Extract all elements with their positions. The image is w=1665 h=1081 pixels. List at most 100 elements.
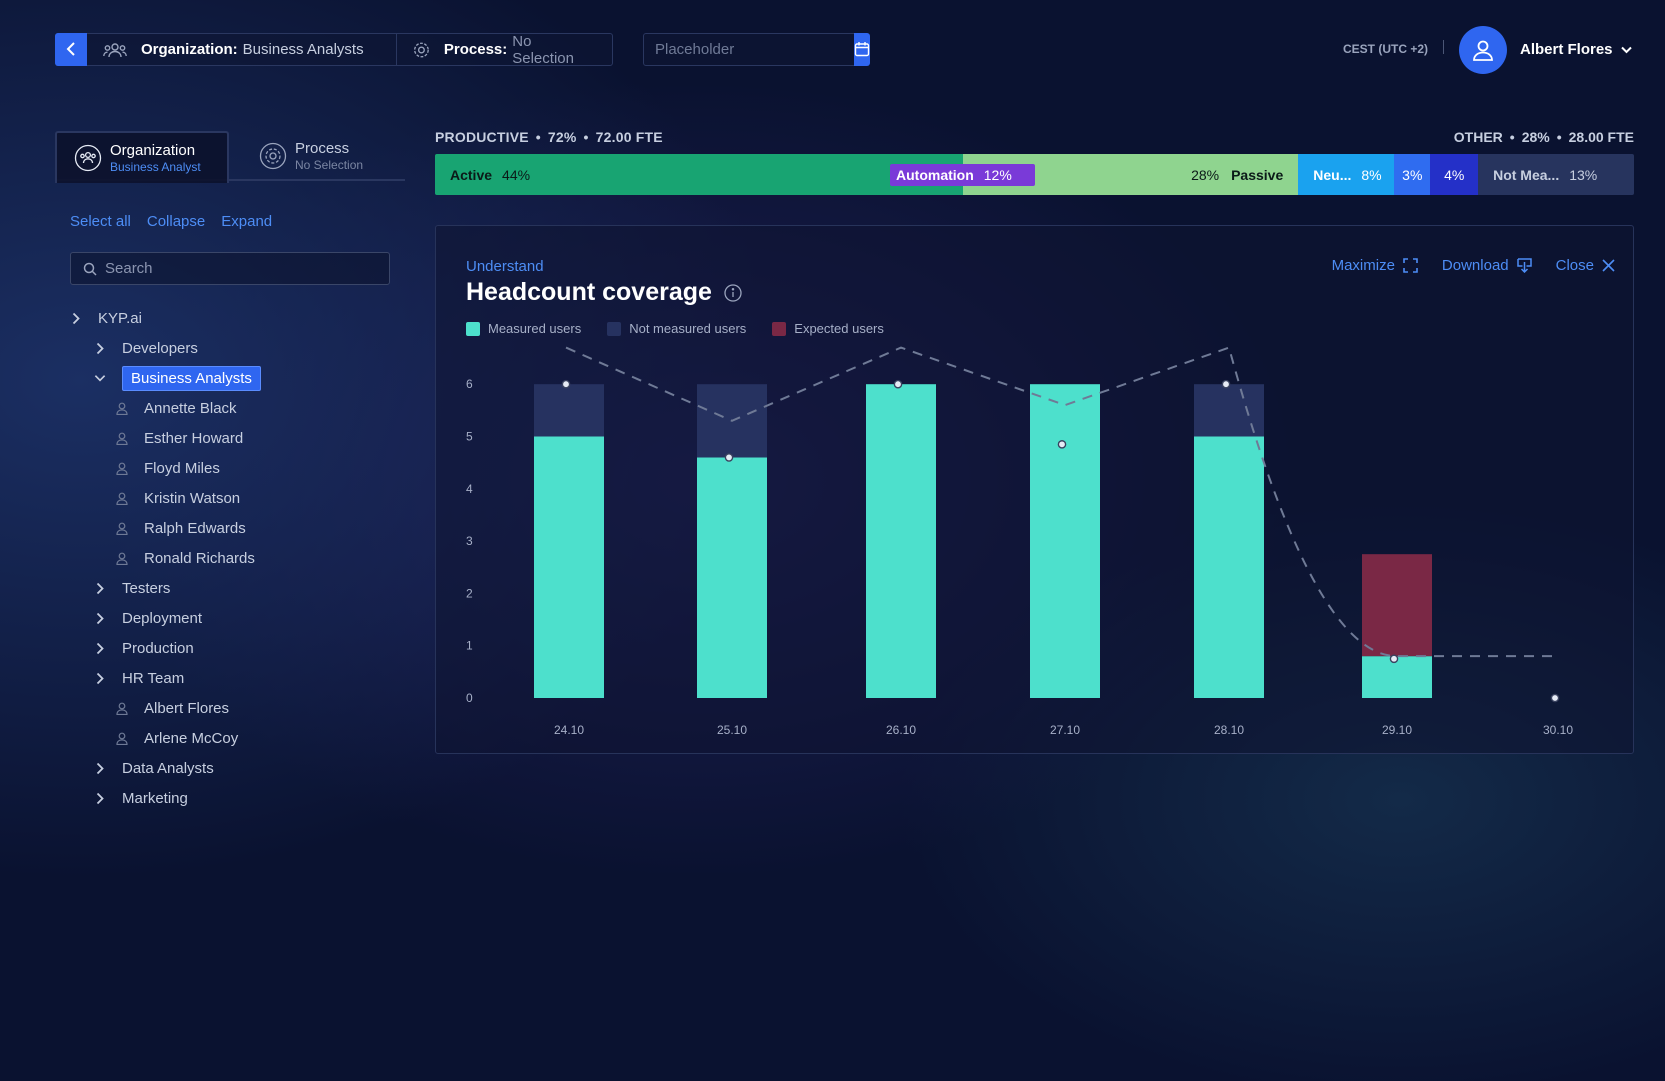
segment-active[interactable]: Active 44% [435, 154, 963, 195]
legend-label: Not measured users [629, 321, 747, 336]
headcount-chart: 0 1 2 3 4 5 6 24.10 25.10 26.10 27.10 28.10 29.10 30.… [466, 346, 1573, 737]
tree-item-label: Albert Flores [144, 699, 230, 717]
expand-toggle[interactable] [94, 612, 106, 625]
tree-item-label: Business Analysts [122, 365, 261, 391]
card-title: Headcount coverage [466, 278, 712, 306]
person-icon [116, 462, 128, 475]
separator-dot: • [535, 129, 541, 145]
tree-user-item[interactable]: Ralph Edwards [116, 514, 246, 542]
tree-item-label: Data Analysts [122, 759, 214, 777]
user-menu[interactable]: Albert Flores [1520, 41, 1632, 58]
tree-group-item[interactable]: Marketing [94, 784, 188, 812]
timezone-label: CEST (UTC +2) [1343, 42, 1429, 56]
tree-group-item[interactable]: Business Analysts [94, 364, 261, 392]
team-icon [103, 42, 127, 57]
download-button[interactable]: Download [1442, 257, 1532, 274]
y-tick-label: 3 [466, 534, 473, 548]
process-crumb[interactable]: Process: No Selection [397, 33, 612, 67]
x-tick-label: 27.10 [1050, 723, 1080, 737]
tree-user-item[interactable]: Arlene McCoy [116, 724, 238, 752]
legend-item[interactable]: Measured users [466, 321, 581, 336]
expand-toggle[interactable] [94, 672, 106, 685]
segment-unnamed-3[interactable]: 3% [1394, 154, 1431, 195]
tree-item-label: Developers [122, 339, 198, 357]
info-icon[interactable] [724, 283, 742, 302]
chevron-right-icon [96, 582, 104, 594]
tree-group-item[interactable]: Developers [94, 334, 198, 362]
automation-chip[interactable]: Automation 12% [890, 164, 1035, 186]
divider [1443, 40, 1444, 54]
legend-label: Expected users [794, 321, 884, 336]
y-tick-label: 5 [466, 430, 473, 444]
tree-item-label: Testers [122, 579, 171, 597]
close-button[interactable]: Close [1556, 257, 1615, 274]
tree-user-item[interactable]: Ronald Richards [116, 544, 255, 572]
card-subtitle: Understand [466, 258, 544, 275]
tree-group-item[interactable]: Testers [94, 574, 170, 602]
expand-toggle[interactable] [94, 374, 106, 382]
data-point-marker [561, 379, 571, 389]
tab-organization[interactable]: Organization Business Analyst [55, 131, 229, 183]
expected-trend-line [565, 346, 1558, 658]
segment-unnamed-4[interactable]: 4% [1430, 154, 1479, 195]
segment-neu[interactable]: Neu... 8% [1298, 154, 1395, 195]
card-actions: Maximize Download Close [1332, 257, 1615, 274]
expand-toggle[interactable] [94, 762, 106, 775]
tree-user-item[interactable]: Annette Black [116, 394, 237, 422]
team-circle-icon [74, 144, 102, 172]
tree-item-label: Ralph Edwards [144, 519, 246, 537]
collapse-link[interactable]: Collapse [146, 213, 206, 230]
other-pct: 28% [1521, 129, 1550, 145]
process-label: Process: [443, 41, 508, 58]
chevron-right-icon [96, 792, 104, 804]
tree-user-item[interactable]: Esther Howard [116, 424, 243, 452]
tree-item-label: HR Team [122, 669, 185, 687]
tab-process[interactable]: Process No Selection [229, 131, 403, 181]
select-all-link[interactable]: Select all [70, 213, 131, 230]
search-box [70, 252, 390, 285]
tree-actions: Select all Collapse Expand [70, 213, 272, 230]
tree-group-item[interactable]: HR Team [94, 664, 184, 692]
card-title-row: Headcount coverage [466, 278, 742, 307]
person-icon [116, 732, 128, 745]
chevron-right-icon [96, 612, 104, 624]
tree-user-item[interactable]: Kristin Watson [116, 484, 240, 512]
avatar[interactable] [1459, 26, 1507, 74]
chevron-down-icon [1620, 46, 1632, 53]
person-icon [116, 552, 128, 565]
maximize-button[interactable]: Maximize [1332, 257, 1418, 274]
organization-value: Business Analysts [242, 41, 364, 58]
organization-crumb[interactable]: Organization: Business Analysts [87, 34, 397, 65]
chevron-right-icon [96, 762, 104, 774]
expand-toggle[interactable] [94, 642, 106, 655]
expand-toggle[interactable] [70, 312, 82, 325]
segment-label: Passive [1231, 166, 1284, 183]
segment-pct: 44% [502, 166, 531, 183]
x-tick-label: 28.10 [1214, 723, 1244, 737]
organization-label: Organization: [141, 41, 238, 58]
tab-organization-subtitle: Business Analyst [110, 160, 201, 174]
tree-group-item[interactable]: KYP.ai [70, 304, 142, 332]
calendar-button[interactable] [854, 32, 870, 66]
tree-group-item[interactable]: Deployment [94, 604, 202, 632]
legend-item[interactable]: Not measured users [607, 321, 746, 336]
chevron-right-icon [72, 312, 80, 324]
bar-segment [1362, 554, 1432, 657]
date-picker [643, 32, 870, 66]
expand-link[interactable]: Expand [221, 213, 273, 230]
tree-user-item[interactable]: Albert Flores [116, 694, 229, 722]
segment-not-mea[interactable]: Not Mea... 13% [1478, 154, 1634, 195]
date-input[interactable] [644, 34, 854, 65]
tree-group-item[interactable]: Data Analysts [94, 754, 214, 782]
chart-legend: Measured users Not measured users Expected… [466, 321, 884, 336]
expand-toggle[interactable] [94, 342, 106, 355]
search-input[interactable] [97, 260, 389, 277]
back-button[interactable] [55, 32, 87, 66]
tree-group-item[interactable]: Production [94, 634, 194, 662]
expand-toggle[interactable] [94, 582, 106, 595]
legend-item[interactable]: Expected users [772, 321, 884, 336]
bar-segment [1362, 656, 1432, 698]
tree-user-item[interactable]: Floyd Miles [116, 454, 220, 482]
other-fte: 28.00 FTE [1568, 129, 1634, 145]
expand-toggle[interactable] [94, 792, 106, 805]
